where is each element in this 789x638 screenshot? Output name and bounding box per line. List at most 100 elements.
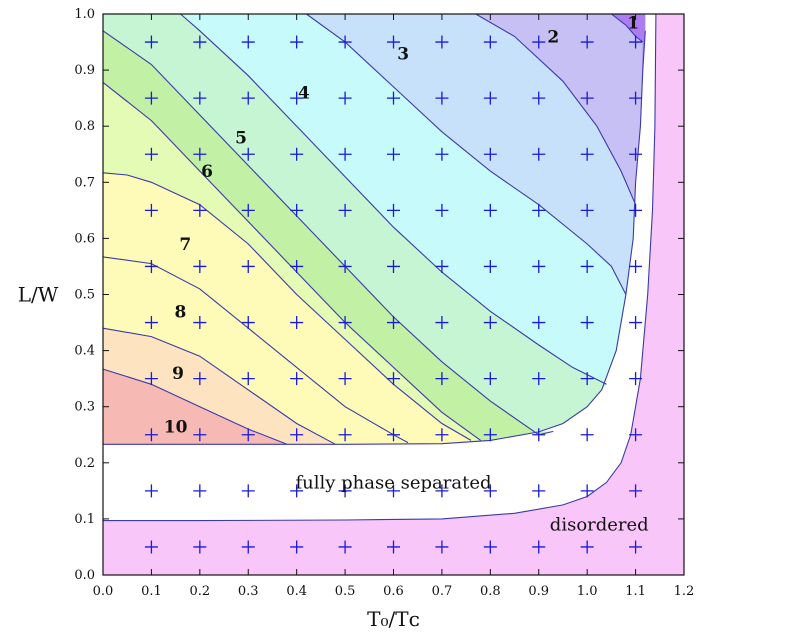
contour-line-1	[611, 13, 644, 43]
sample-point	[387, 484, 400, 498]
sample-point	[144, 203, 158, 217]
sample-point	[241, 484, 255, 498]
sample-point	[241, 203, 255, 217]
x-tick-label: 0.5	[335, 584, 356, 599]
sample-point	[193, 259, 207, 273]
sample-point	[580, 372, 594, 386]
region-10	[103, 369, 287, 445]
y-tick-label: 0.1	[74, 512, 95, 527]
sample-point	[387, 91, 400, 105]
sample-point	[532, 259, 546, 273]
sample-point	[290, 259, 304, 273]
sample-point	[629, 316, 643, 330]
sample-point	[580, 147, 594, 161]
y-tick-label: 1.0	[74, 7, 95, 22]
phase-label-disordered: disordered	[550, 515, 649, 536]
sample-point	[338, 91, 352, 105]
sample-point	[435, 428, 449, 442]
sample-point	[435, 203, 449, 217]
y-tick-label: 0.5	[74, 288, 95, 303]
sample-point	[338, 203, 352, 217]
sample-point	[290, 484, 304, 498]
sample-point	[387, 428, 400, 442]
sample-point	[241, 540, 255, 554]
contour-line-4	[180, 13, 607, 385]
sample-point	[193, 428, 207, 442]
sample-point	[338, 540, 352, 554]
sample-point-markers	[144, 35, 643, 554]
sample-point	[629, 35, 643, 49]
sample-point	[290, 540, 304, 554]
sample-point	[193, 372, 207, 386]
sample-point	[580, 203, 594, 217]
sample-point	[241, 91, 255, 105]
sample-point	[387, 35, 400, 49]
sample-point	[193, 484, 207, 498]
y-tick-label: 0.9	[74, 63, 95, 78]
x-tick-label: 0.9	[528, 584, 549, 599]
sample-point	[338, 428, 352, 442]
x-tick-label: 1.1	[625, 584, 646, 599]
sample-point	[241, 316, 255, 330]
sample-point	[290, 428, 304, 442]
sample-point	[483, 35, 497, 49]
sample-point	[241, 372, 255, 386]
region-label-6: 6	[201, 162, 213, 182]
x-tick-label: 1.2	[674, 584, 695, 599]
sample-point	[338, 372, 352, 386]
y-tick-label: 0.3	[74, 400, 95, 415]
sample-point	[483, 147, 497, 161]
sample-point	[290, 372, 304, 386]
sample-point	[144, 484, 158, 498]
sample-point	[387, 540, 400, 554]
sample-point	[290, 203, 304, 217]
region-label-5: 5	[235, 128, 247, 148]
x-axis-ticks: 0.0 0.1 0.2 0.3 0.4 0.5 0.6 0.7 0.8 0.9 1.0 1.1 1.2	[93, 14, 695, 599]
phase-label-fully-phase-separated: fully phase separated	[295, 472, 491, 493]
sample-point	[435, 484, 449, 498]
y-tick-label: 0.8	[74, 119, 95, 134]
sample-point	[144, 316, 158, 330]
sample-point	[144, 540, 158, 554]
sample-point	[387, 372, 400, 386]
sample-point	[144, 35, 158, 49]
sample-point	[290, 91, 304, 105]
sample-point	[532, 428, 546, 442]
sample-point	[338, 484, 352, 498]
sample-point	[483, 428, 497, 442]
x-tick-label: 1.0	[577, 584, 598, 599]
sample-point	[290, 35, 304, 49]
x-tick-label: 0.0	[93, 584, 114, 599]
sample-point	[435, 540, 449, 554]
sample-point	[580, 259, 594, 273]
plot-area: 1 2 3 4 5 6 7 8 9 10 fully phase separated disorde…	[102, 13, 684, 575]
sample-point	[629, 428, 643, 442]
region-label-10: 10	[164, 417, 188, 437]
sample-point	[629, 259, 643, 273]
region-label-3: 3	[397, 44, 409, 64]
sample-point	[435, 35, 449, 49]
sample-point	[144, 91, 158, 105]
sample-point	[290, 316, 304, 330]
y-tick-label: 0.0	[74, 568, 95, 583]
sample-point	[338, 35, 352, 49]
sample-point	[435, 259, 449, 273]
region-label-8: 8	[175, 302, 187, 322]
sample-point	[387, 147, 400, 161]
x-tick-label: 0.6	[383, 584, 404, 599]
x-tick-label: 0.1	[141, 584, 162, 599]
lower-phase-boundary	[103, 13, 657, 522]
y-tick-label: 0.4	[74, 344, 95, 359]
contour-line-9	[102, 327, 336, 445]
sample-point	[387, 203, 400, 217]
region-label-2: 2	[547, 27, 559, 47]
sample-point	[144, 259, 158, 273]
sample-point	[144, 428, 158, 442]
fully-phase-separated-region	[103, 14, 656, 521]
sample-point	[144, 147, 158, 161]
sample-point	[435, 316, 449, 330]
sample-point	[629, 203, 643, 217]
sample-point	[483, 259, 497, 273]
y-tick-label: 0.2	[74, 456, 95, 471]
sample-point	[532, 147, 546, 161]
